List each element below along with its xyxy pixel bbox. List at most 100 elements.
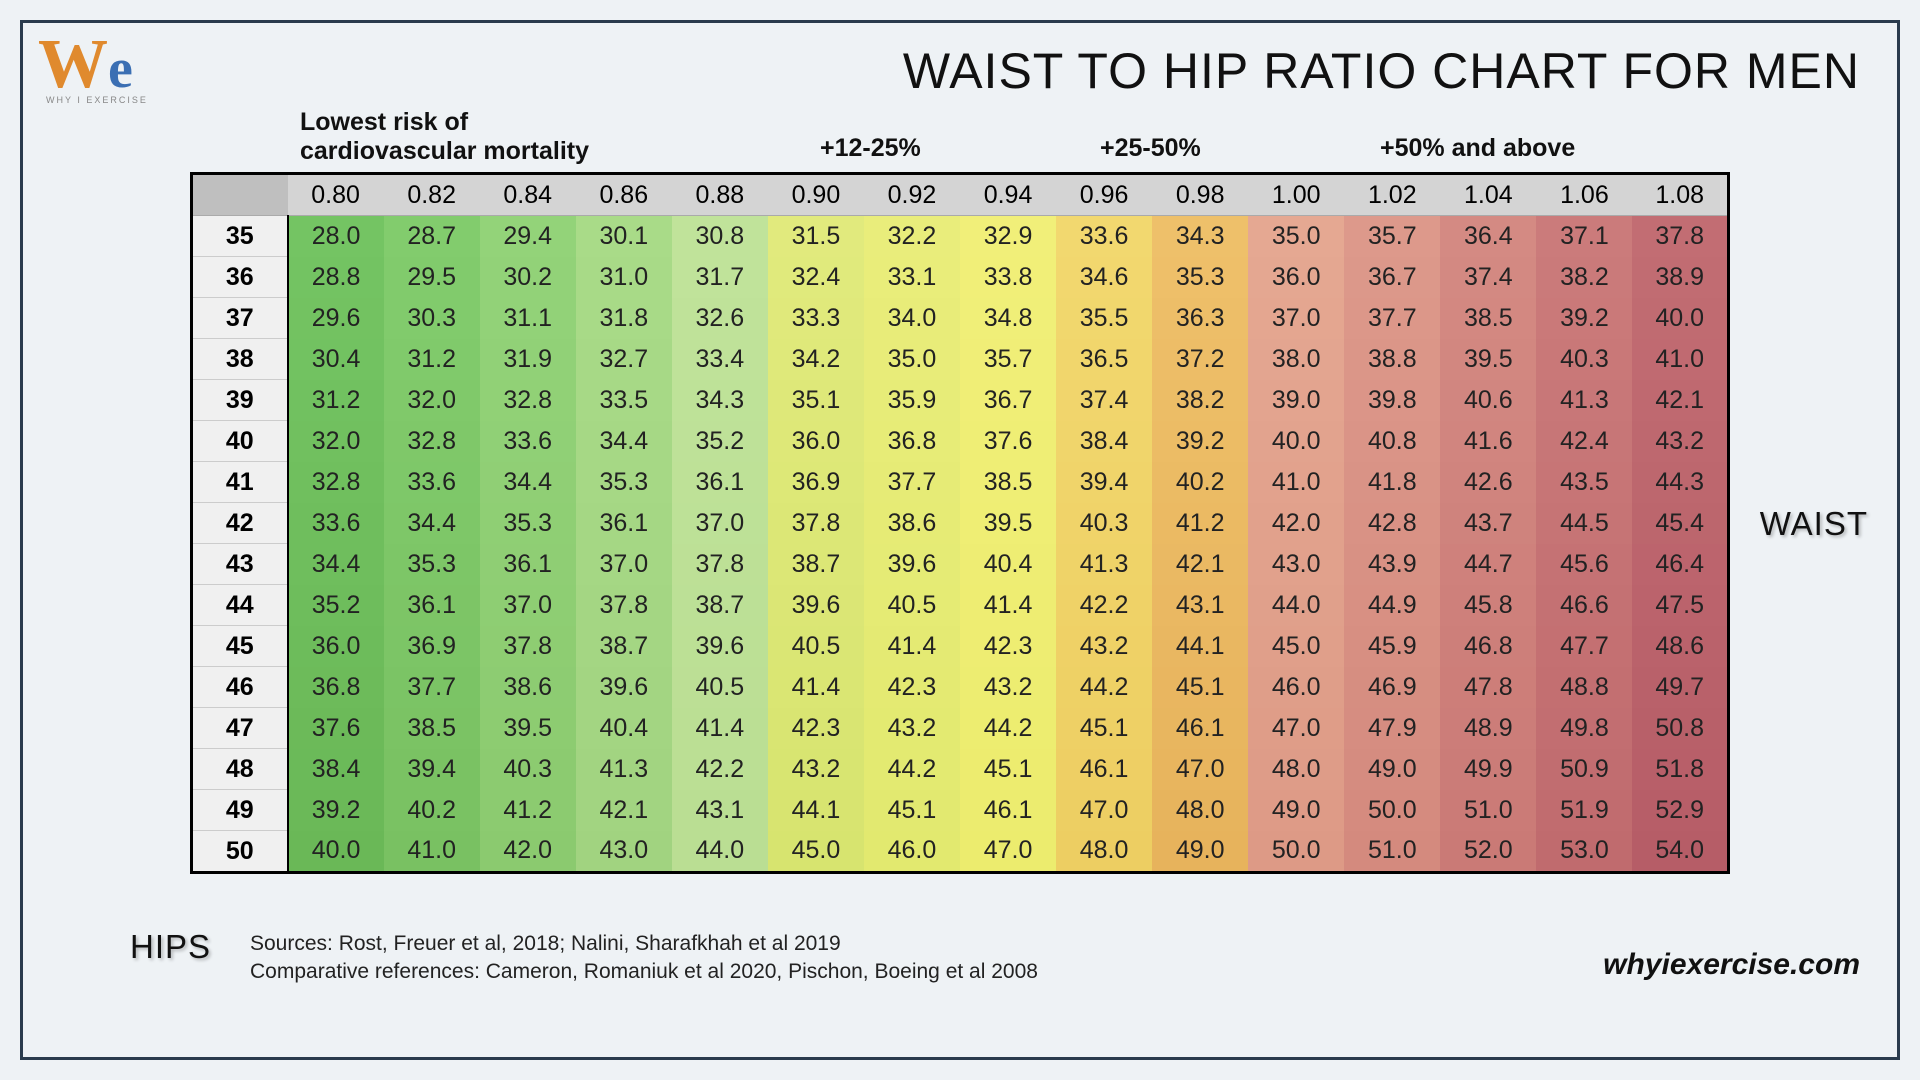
table-cell: 37.0 xyxy=(672,503,768,544)
table-cell: 42.0 xyxy=(480,831,576,873)
hip-header: 46 xyxy=(192,667,288,708)
table-cell: 32.7 xyxy=(576,339,672,380)
table-cell: 41.2 xyxy=(480,790,576,831)
table-cell: 37.7 xyxy=(1344,298,1440,339)
table-cell: 29.4 xyxy=(480,216,576,257)
table-cell: 42.3 xyxy=(768,708,864,749)
table-cell: 36.7 xyxy=(960,380,1056,421)
table-cell: 37.4 xyxy=(1440,257,1536,298)
table-cell: 35.9 xyxy=(864,380,960,421)
hip-header: 40 xyxy=(192,421,288,462)
ratio-header: 0.96 xyxy=(1056,174,1152,216)
table-cell: 35.3 xyxy=(576,462,672,503)
table-cell: 48.0 xyxy=(1056,831,1152,873)
table-cell: 36.9 xyxy=(384,626,480,667)
ratio-header: 0.98 xyxy=(1152,174,1248,216)
table-cell: 40.3 xyxy=(1056,503,1152,544)
table-cell: 36.0 xyxy=(288,626,384,667)
table-cell: 37.4 xyxy=(1056,380,1152,421)
table-cell: 40.0 xyxy=(1248,421,1344,462)
table-cell: 45.4 xyxy=(1632,503,1728,544)
table-cell: 28.7 xyxy=(384,216,480,257)
table-cell: 41.2 xyxy=(1152,503,1248,544)
table-cell: 38.7 xyxy=(768,544,864,585)
table-cell: 42.4 xyxy=(1536,421,1632,462)
table-cell: 41.3 xyxy=(576,749,672,790)
hip-header: 45 xyxy=(192,626,288,667)
table-cell: 38.9 xyxy=(1632,257,1728,298)
table-cell: 42.1 xyxy=(1632,380,1728,421)
table-cell: 41.4 xyxy=(768,667,864,708)
table-cell: 41.4 xyxy=(864,626,960,667)
table-cell: 44.0 xyxy=(672,831,768,873)
table-cell: 44.1 xyxy=(768,790,864,831)
table-cell: 44.5 xyxy=(1536,503,1632,544)
logo-e: e xyxy=(108,38,133,100)
table-cell: 37.6 xyxy=(288,708,384,749)
table-cell: 45.1 xyxy=(1056,708,1152,749)
table-cell: 34.4 xyxy=(384,503,480,544)
table-cell: 46.1 xyxy=(1152,708,1248,749)
table-cell: 38.8 xyxy=(1344,339,1440,380)
table-cell: 28.0 xyxy=(288,216,384,257)
table-cell: 34.8 xyxy=(960,298,1056,339)
table-cell: 31.2 xyxy=(288,380,384,421)
table-cell: 48.0 xyxy=(1248,749,1344,790)
table-cell: 31.9 xyxy=(480,339,576,380)
table-cell: 31.1 xyxy=(480,298,576,339)
table-cell: 42.2 xyxy=(672,749,768,790)
table-cell: 39.2 xyxy=(1152,421,1248,462)
table-cell: 40.4 xyxy=(960,544,1056,585)
table-cell: 32.6 xyxy=(672,298,768,339)
table-cell: 40.6 xyxy=(1440,380,1536,421)
table-cell: 51.0 xyxy=(1440,790,1536,831)
ratio-header: 1.08 xyxy=(1632,174,1728,216)
table-cell: 37.7 xyxy=(864,462,960,503)
table-cell: 47.7 xyxy=(1536,626,1632,667)
table-cell: 51.8 xyxy=(1632,749,1728,790)
table-cell: 41.3 xyxy=(1056,544,1152,585)
logo-subtext: WHY I EXERCISE xyxy=(46,96,148,105)
table-cell: 42.6 xyxy=(1440,462,1536,503)
table-cell: 39.2 xyxy=(288,790,384,831)
table-cell: 33.6 xyxy=(384,462,480,503)
table-cell: 39.6 xyxy=(768,585,864,626)
ratio-header: 0.84 xyxy=(480,174,576,216)
table-cell: 49.0 xyxy=(1152,831,1248,873)
table-cell: 34.3 xyxy=(672,380,768,421)
table-cell: 28.8 xyxy=(288,257,384,298)
table-cell: 47.0 xyxy=(1152,749,1248,790)
hip-header: 42 xyxy=(192,503,288,544)
table-cell: 43.0 xyxy=(1248,544,1344,585)
table-cell: 47.9 xyxy=(1344,708,1440,749)
table-cell: 32.8 xyxy=(288,462,384,503)
ratio-header: 1.02 xyxy=(1344,174,1440,216)
hip-header: 49 xyxy=(192,790,288,831)
table-cell: 47.5 xyxy=(1632,585,1728,626)
table-cell: 34.4 xyxy=(288,544,384,585)
table-cell: 48.9 xyxy=(1440,708,1536,749)
ratio-header: 0.94 xyxy=(960,174,1056,216)
risk-50-plus: +50% and above xyxy=(1380,134,1575,163)
table-cell: 38.6 xyxy=(864,503,960,544)
table-cell: 42.3 xyxy=(960,626,1056,667)
table-cell: 40.0 xyxy=(1632,298,1728,339)
table-cell: 43.2 xyxy=(768,749,864,790)
table-cell: 40.5 xyxy=(672,667,768,708)
table-cell: 35.7 xyxy=(1344,216,1440,257)
hip-header: 48 xyxy=(192,749,288,790)
table-cell: 32.4 xyxy=(768,257,864,298)
table-cell: 50.9 xyxy=(1536,749,1632,790)
table-cell: 38.6 xyxy=(480,667,576,708)
ratio-header: 0.92 xyxy=(864,174,960,216)
site-url: whyiexercise.com xyxy=(1603,948,1860,982)
table-cell: 30.2 xyxy=(480,257,576,298)
table-cell: 36.1 xyxy=(384,585,480,626)
hip-header: 41 xyxy=(192,462,288,503)
table-cell: 31.2 xyxy=(384,339,480,380)
table-cell: 54.0 xyxy=(1632,831,1728,873)
table-cell: 36.9 xyxy=(768,462,864,503)
table-cell: 43.1 xyxy=(1152,585,1248,626)
table-cell: 42.1 xyxy=(576,790,672,831)
table-cell: 48.0 xyxy=(1152,790,1248,831)
